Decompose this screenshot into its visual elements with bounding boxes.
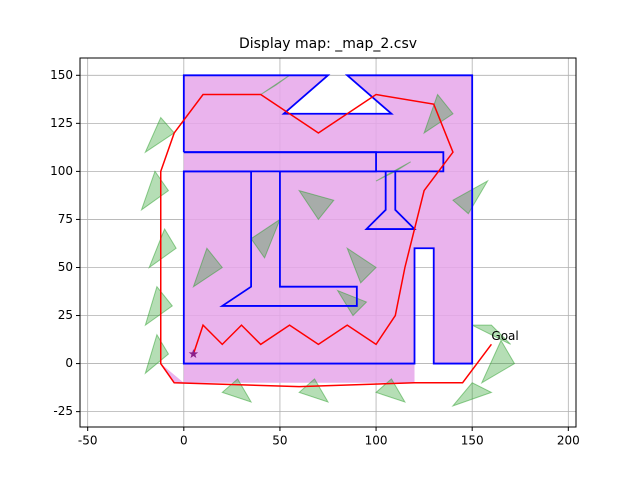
x-tick-label: 0 — [180, 434, 188, 448]
cell — [451, 382, 493, 407]
x-tick-label: -50 — [78, 434, 98, 448]
cell — [144, 116, 175, 154]
cell — [375, 378, 406, 403]
start-marker — [188, 348, 199, 359]
goal-label: Goal — [491, 329, 518, 343]
cell — [144, 285, 173, 327]
cell — [346, 246, 377, 284]
y-tick-label: 125 — [50, 116, 73, 130]
cell — [423, 93, 454, 135]
cell — [192, 247, 223, 288]
cell — [336, 289, 368, 317]
cell — [221, 378, 253, 403]
path — [159, 93, 493, 388]
wall — [182, 74, 474, 365]
cell — [480, 339, 516, 385]
cell — [452, 179, 489, 215]
y-tick-label: 25 — [58, 308, 73, 322]
x-tick-label: 150 — [461, 434, 484, 448]
cell — [148, 227, 177, 269]
cell — [140, 170, 170, 212]
cell — [298, 189, 335, 221]
y-tick-label: -25 — [53, 404, 73, 418]
cell — [260, 74, 290, 95]
free-space — [160, 75, 473, 383]
y-tick-label: 0 — [65, 356, 73, 370]
chart-title: Display map: _map_2.csv — [239, 36, 417, 52]
cell — [144, 333, 170, 375]
wall — [183, 151, 445, 173]
y-tick-label: 150 — [50, 68, 73, 82]
axes-frame — [79, 57, 577, 428]
wall — [364, 171, 417, 230]
x-tick-label: 200 — [557, 434, 580, 448]
y-tick-label: 75 — [58, 212, 73, 226]
y-tick-label: 50 — [58, 260, 73, 274]
cell — [250, 218, 282, 259]
x-tick-label: 100 — [365, 434, 388, 448]
x-tick-label: 50 — [272, 434, 287, 448]
y-tick-label: 100 — [50, 164, 73, 178]
